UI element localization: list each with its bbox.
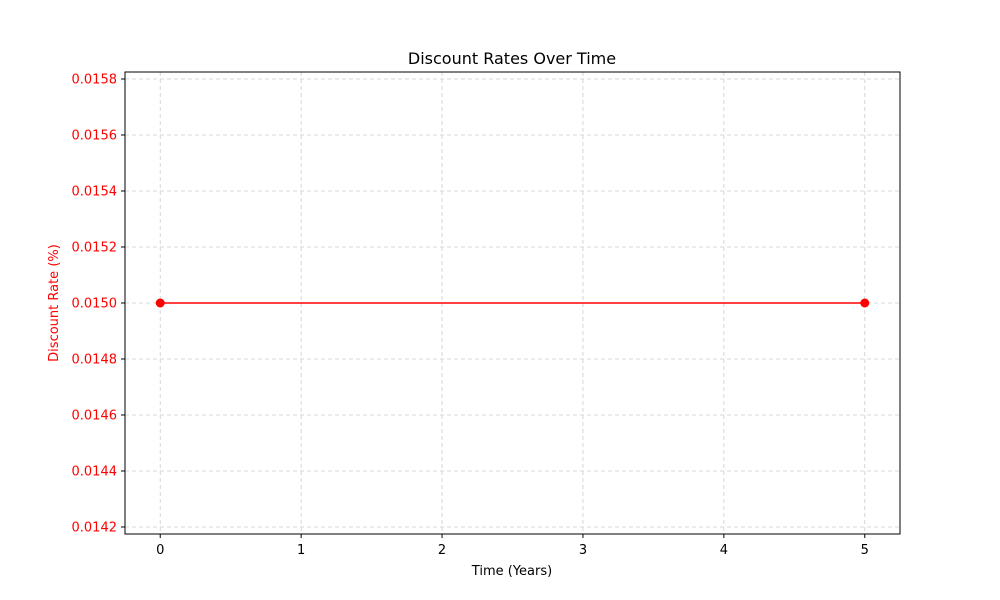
y-axis-label: Discount Rate (%) <box>47 244 62 362</box>
y-tick-label: 0.0154 <box>72 185 118 200</box>
series-layer <box>155 298 870 308</box>
data-point <box>860 298 870 308</box>
x-tick-label: 4 <box>720 543 728 558</box>
y-tick-label: 0.0146 <box>72 409 118 424</box>
chart-title: Discount Rates Over Time <box>408 49 616 68</box>
y-tick-label: 0.0152 <box>72 241 118 256</box>
x-tick-label: 3 <box>579 543 587 558</box>
y-tick-label: 0.0150 <box>72 297 118 312</box>
x-axis-label: Time (Years) <box>471 564 552 579</box>
y-tick-label: 0.0148 <box>72 353 118 368</box>
x-tick-label: 1 <box>297 543 305 558</box>
data-point <box>155 298 165 308</box>
y-tick-label: 0.0158 <box>72 73 118 88</box>
x-tick-label: 2 <box>438 543 446 558</box>
x-tick-label: 5 <box>861 543 869 558</box>
ticks-layer: 0 1 2 3 4 5 0.0142 0.0144 0.0146 0.0148 0.0150 0.01… <box>72 73 869 559</box>
x-tick-label: 0 <box>156 543 164 558</box>
y-tick-label: 0.0144 <box>72 465 118 480</box>
y-tick-label: 0.0142 <box>72 521 118 536</box>
y-tick-label: 0.0156 <box>72 129 118 144</box>
